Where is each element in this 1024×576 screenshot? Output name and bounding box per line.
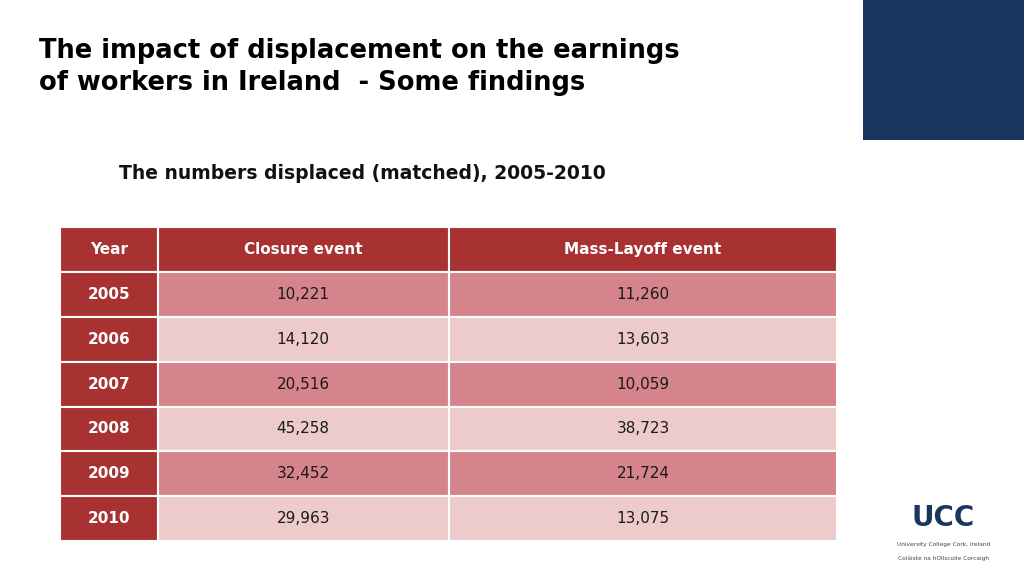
Bar: [158, 497, 449, 541]
Bar: [60, 407, 158, 452]
Text: Year: Year: [90, 242, 128, 257]
Bar: [449, 497, 838, 541]
Text: 11,260: 11,260: [616, 287, 670, 302]
Text: 21,724: 21,724: [616, 467, 670, 482]
Text: 2007: 2007: [88, 377, 130, 392]
Text: 29,963: 29,963: [276, 511, 330, 526]
Text: 14,120: 14,120: [276, 332, 330, 347]
Text: 2006: 2006: [88, 332, 130, 347]
Bar: [60, 272, 158, 317]
Text: 45,258: 45,258: [276, 422, 330, 437]
Text: The impact of displacement on the earnings
of workers in Ireland  - Some finding: The impact of displacement on the earnin…: [39, 38, 680, 96]
Text: 20,516: 20,516: [276, 377, 330, 392]
Bar: [158, 317, 449, 362]
Bar: [60, 497, 158, 541]
Bar: [863, 0, 1024, 140]
Bar: [60, 317, 158, 362]
Bar: [60, 362, 158, 407]
Bar: [158, 227, 449, 272]
Text: Mass-Layoff event: Mass-Layoff event: [564, 242, 722, 257]
Text: 38,723: 38,723: [616, 422, 670, 437]
Bar: [158, 362, 449, 407]
Bar: [60, 227, 158, 272]
Text: University College Cork, Ireland: University College Cork, Ireland: [897, 542, 990, 547]
Text: 13,603: 13,603: [616, 332, 670, 347]
Bar: [449, 407, 838, 452]
Text: 32,452: 32,452: [276, 467, 330, 482]
Bar: [449, 227, 838, 272]
Text: 2008: 2008: [88, 422, 130, 437]
Bar: [449, 317, 838, 362]
Text: 10,059: 10,059: [616, 377, 670, 392]
Text: 10,221: 10,221: [276, 287, 330, 302]
Text: 2005: 2005: [88, 287, 130, 302]
Text: Closure event: Closure event: [244, 242, 362, 257]
Bar: [158, 272, 449, 317]
Text: Coláiste na hOllscoile Corcaigh: Coláiste na hOllscoile Corcaigh: [898, 556, 989, 562]
Text: 2010: 2010: [88, 511, 130, 526]
Text: UCC: UCC: [912, 505, 975, 532]
Bar: [60, 452, 158, 497]
Bar: [449, 362, 838, 407]
Text: 2009: 2009: [88, 467, 130, 482]
Text: 13,075: 13,075: [616, 511, 670, 526]
Bar: [449, 452, 838, 497]
Bar: [158, 407, 449, 452]
Text: The numbers displaced (matched), 2005-2010: The numbers displaced (matched), 2005-20…: [119, 164, 606, 183]
Bar: [449, 272, 838, 317]
Bar: [158, 452, 449, 497]
